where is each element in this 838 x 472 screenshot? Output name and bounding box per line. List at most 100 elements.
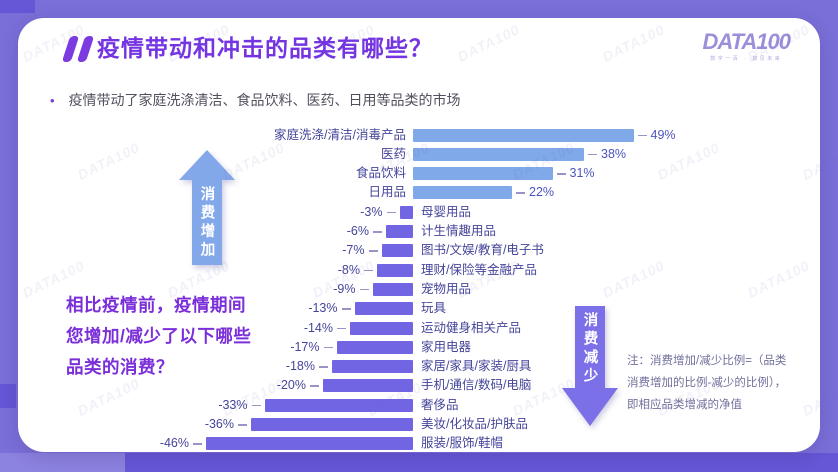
category-label: 美妆/化妆品/护肤品 [421, 417, 528, 431]
value-dash [341, 308, 351, 310]
bar [377, 263, 413, 277]
deco-block-left [0, 384, 16, 408]
bar [381, 244, 413, 258]
category-label: 奢侈品 [421, 397, 459, 412]
chart-row: 运动健身相关产品 -14% [60, 320, 800, 335]
bar [413, 167, 553, 181]
category-label: 图书/文娱/教育/电子书 [421, 243, 544, 258]
footnote-line: 注：消费增加/减少比例=（品类 [627, 355, 787, 367]
category-label: 母婴用品 [421, 204, 472, 219]
value-dash [310, 385, 319, 387]
survey-question-line: 品类的消费？ [66, 357, 174, 377]
increase-arrow-icon: 消费增加 [179, 150, 235, 265]
chart-row: 理财/保险等金融产品 -8% [60, 262, 800, 277]
value-label: 22% [529, 185, 555, 200]
category-label: 医药 [380, 146, 406, 161]
chart-row: 母婴用品 -3% [60, 204, 800, 219]
decrease-arrow-head [562, 388, 618, 426]
bar [206, 437, 413, 451]
increase-arrow-label: 消费增加 [198, 186, 215, 260]
category-label: 日用品 [368, 185, 406, 200]
chart-row: 图书/文娱/教育/电子书 -7% [60, 243, 800, 258]
value-label: -9% [333, 281, 356, 296]
category-label: 计生情趣用品 [421, 224, 497, 238]
chart-row: 计生情趣用品 -6% [60, 225, 800, 238]
chart-row: 家庭洗涤/清洁/消毒产品 49% [60, 127, 800, 142]
value-label: -7% [342, 243, 365, 258]
quote-mark-icon [61, 36, 95, 62]
category-label: 服装/服饰/鞋帽 [421, 436, 503, 451]
bar [323, 379, 413, 393]
chart-row: 手机/通信/数码/电脑 -20% [60, 378, 800, 393]
bar [413, 147, 584, 161]
deco-strip-light [0, 453, 125, 472]
value-dash [516, 192, 525, 194]
value-dash [359, 288, 369, 291]
value-label: -3% [360, 204, 383, 219]
chart-row: 食品饮料 31% [60, 166, 800, 181]
value-dash [323, 346, 333, 349]
chart-row: 服装/服饰/鞋帽 -46% [60, 436, 800, 451]
value-dash [556, 173, 566, 175]
increase-arrow-body [192, 180, 222, 265]
value-dash [637, 134, 647, 136]
slide-card [18, 18, 820, 452]
value-label: 31% [569, 166, 595, 181]
value-label: -13% [308, 301, 338, 316]
value-dash [193, 443, 202, 445]
chart-row: 玩具 -13% [60, 301, 800, 316]
survey-question-line: 您增加/减少了以下哪些 [66, 326, 252, 346]
category-label: 家居/家具/家装/厨具 [421, 359, 532, 374]
footnote: 注：消费增加/减少比例=（品类 消费增加的比例-减少的比例）， 即相应品类增减的… [627, 350, 786, 416]
bar [264, 398, 413, 412]
value-label: -6% [346, 224, 369, 238]
bar [336, 340, 413, 354]
value-label: -8% [337, 262, 360, 277]
category-label: 食品饮料 [355, 166, 406, 181]
bar-chart: 家庭洗涤/清洁/消毒产品 49% 医药 38% 食品饮料 31% 日用品 22% 母婴用品 -3%… [60, 118, 800, 458]
value-dash [364, 269, 373, 272]
value-label: -14% [303, 320, 333, 335]
category-label: 手机/通信/数码/电脑 [421, 378, 532, 393]
category-label: 理财/保险等金融产品 [421, 262, 537, 277]
bar [386, 225, 413, 238]
chart-row: 宠物用品 -9% [60, 281, 800, 296]
deco-block-top-left [0, 0, 35, 13]
footnote-line: 消费增加的比例-减少的比例）， [627, 377, 787, 389]
decrease-arrow-body [575, 306, 605, 388]
chart-row: 奢侈品 -33% [60, 397, 800, 412]
chart-row: 医药 38% [60, 146, 800, 161]
value-dash [386, 211, 396, 214]
value-label: -18% [285, 359, 315, 374]
footnote-line: 即相应品类增减的净值 [627, 399, 742, 411]
survey-question-line: 相比疫情前，疫情期间 [66, 295, 246, 315]
value-label: -36% [204, 417, 234, 431]
value-dash [373, 231, 382, 233]
chart-row: 家用电器 -17% [60, 340, 800, 354]
value-dash [368, 250, 378, 252]
value-dash [319, 366, 328, 368]
bar [354, 302, 413, 316]
bar [413, 128, 634, 142]
value-dash [337, 327, 346, 329]
value-label: 49% [650, 127, 676, 142]
subtitle-bullet: • 疫情带动了家庭洗涤清洁、食品饮料、医药、日用等品类的市场 [50, 90, 461, 110]
decrease-arrow-icon: 消费减少 [562, 306, 618, 426]
page-title: 疫情带动和冲击的品类有哪些？ [97, 35, 433, 61]
value-label: -20% [276, 378, 306, 393]
bar [350, 321, 413, 335]
chart-row: 日用品 22% [60, 185, 800, 200]
bar [413, 186, 512, 200]
logo-tagline: 数字一百 · 数见未来 [710, 56, 783, 62]
increase-arrow-head [179, 150, 235, 180]
deco-strip-dark [125, 453, 838, 472]
value-label: 38% [601, 146, 627, 161]
chart-row: 美妆/化妆品/护肤品 -36% [60, 418, 800, 431]
value-label: -33% [218, 397, 248, 412]
value-dash [588, 153, 597, 156]
category-label: 家庭洗涤/清洁/消毒产品 [274, 127, 406, 142]
category-label: 运动健身相关产品 [421, 320, 522, 335]
category-label: 宠物用品 [421, 281, 472, 296]
value-dash [251, 404, 261, 407]
logo-text: DATA100 [702, 29, 791, 54]
